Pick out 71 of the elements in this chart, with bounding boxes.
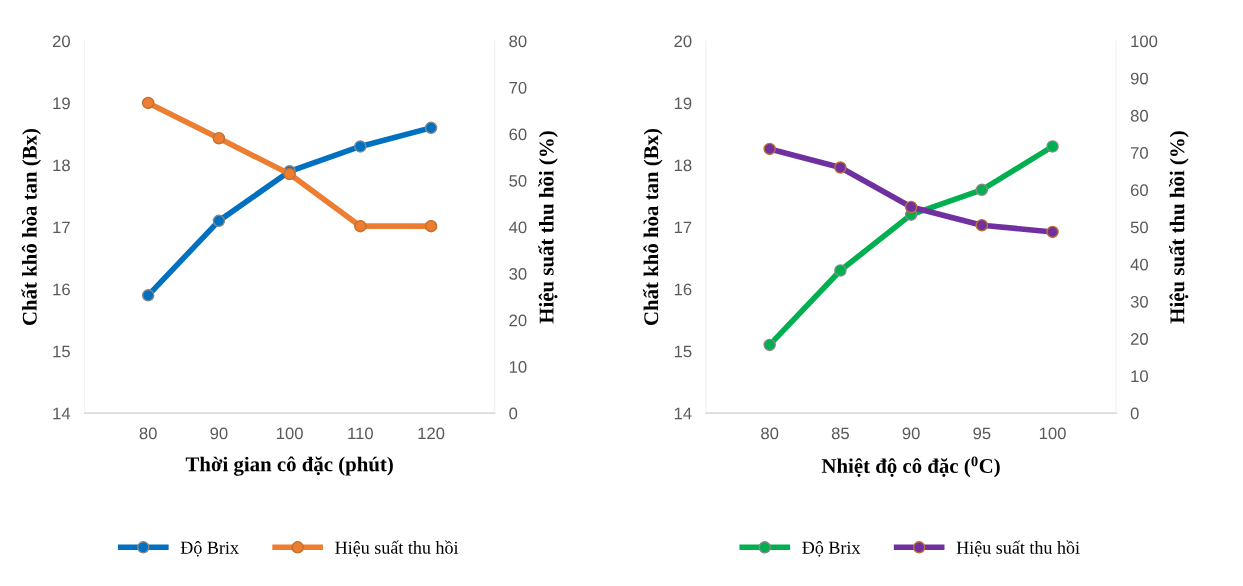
point <box>212 131 226 145</box>
y2-tick-label: 90 <box>1130 72 1148 85</box>
y2-tick-label: 70 <box>509 81 527 94</box>
point <box>834 264 847 277</box>
y2-tick-label: 10 <box>1131 370 1148 383</box>
point <box>354 140 367 153</box>
x-tick-label: 100 <box>276 427 303 440</box>
y-tick-label: 20 <box>52 35 70 48</box>
y-axis-title: Chất khô hòa tan (Bx) <box>642 129 663 326</box>
point <box>975 218 989 232</box>
y2-tick-label: 20 <box>1130 333 1148 345</box>
y2-tick-label: 0 <box>1130 407 1139 420</box>
point <box>763 142 776 156</box>
y-tick-label: 18 <box>53 159 70 172</box>
y-tick-label: 14 <box>53 407 71 420</box>
legend-label: Độ Brix <box>802 541 861 557</box>
x-tick-label: 100 <box>1039 427 1066 440</box>
y2-tick-label: 50 <box>1130 221 1148 234</box>
y2-axis-title: Hiệu suất thu hồi (%) <box>1169 131 1189 324</box>
x-tick-label: 90 <box>210 427 228 440</box>
y-tick-label: 17 <box>674 221 692 234</box>
y2-tick-label: 80 <box>1130 109 1148 122</box>
y2-tick-label: 60 <box>1130 184 1148 197</box>
point <box>904 200 918 214</box>
y-tick-label: 15 <box>674 345 692 358</box>
y-tick-label: 17 <box>53 221 70 234</box>
point <box>141 96 155 110</box>
x-tick-label: 110 <box>348 427 373 440</box>
point <box>975 183 989 197</box>
x-axis-title: Nhiệt độ cô đặc ($^{0}$C) <box>821 456 1000 478</box>
y2-tick-label: 30 <box>1130 295 1148 308</box>
y2-tick-label: 0 <box>509 407 518 420</box>
point <box>212 214 226 228</box>
point <box>1046 140 1059 153</box>
x-tick-label: 120 <box>418 427 445 440</box>
y-axis-title: Chất khô hòa tan (Bx) <box>21 129 41 326</box>
point <box>834 161 847 174</box>
legend-label: Hiệu suất thu hồi <box>335 540 459 557</box>
x-tick-label: 80 <box>139 427 157 440</box>
point <box>354 219 367 233</box>
y2-tick-label: 100 <box>1131 35 1158 48</box>
legend-label: Độ Brix <box>180 541 239 557</box>
y-tick-label: 19 <box>53 97 70 110</box>
y-tick-label: 16 <box>53 283 70 296</box>
y2-tick-label: 50 <box>509 174 527 187</box>
point <box>1046 225 1059 239</box>
y2-tick-label: 40 <box>508 221 527 234</box>
y2-tick-label: 60 <box>509 128 527 141</box>
x-tick-label: 90 <box>902 427 920 440</box>
y2-tick-label: 80 <box>509 35 527 48</box>
y2-tick-label: 20 <box>509 314 527 327</box>
y2-tick-label: 30 <box>509 267 527 280</box>
legend-label: Hiệu suất thu hồi <box>956 540 1080 557</box>
point <box>141 289 155 302</box>
x-tick-label: 80 <box>761 427 779 440</box>
y2-tick-label: 70 <box>1130 147 1148 159</box>
y-tick-label: 20 <box>674 35 692 48</box>
point <box>763 338 776 352</box>
y-tick-label: 18 <box>674 159 692 172</box>
y-tick-label: 15 <box>53 345 70 358</box>
y2-tick-label: 10 <box>509 361 527 373</box>
y2-axis-title: Hiệu suất thu hồi (%) <box>538 131 558 324</box>
x-axis-title: Thời gian cô đặc (phút) <box>185 456 393 476</box>
point <box>424 121 438 135</box>
point <box>424 219 438 233</box>
x-tick-label: 85 <box>831 427 849 440</box>
y-tick-label: 14 <box>674 407 692 420</box>
y-tick-label: 16 <box>674 283 692 296</box>
y2-tick-label: 40 <box>1130 258 1148 271</box>
x-tick-label: 95 <box>973 427 991 440</box>
y-tick-label: 19 <box>674 97 692 110</box>
